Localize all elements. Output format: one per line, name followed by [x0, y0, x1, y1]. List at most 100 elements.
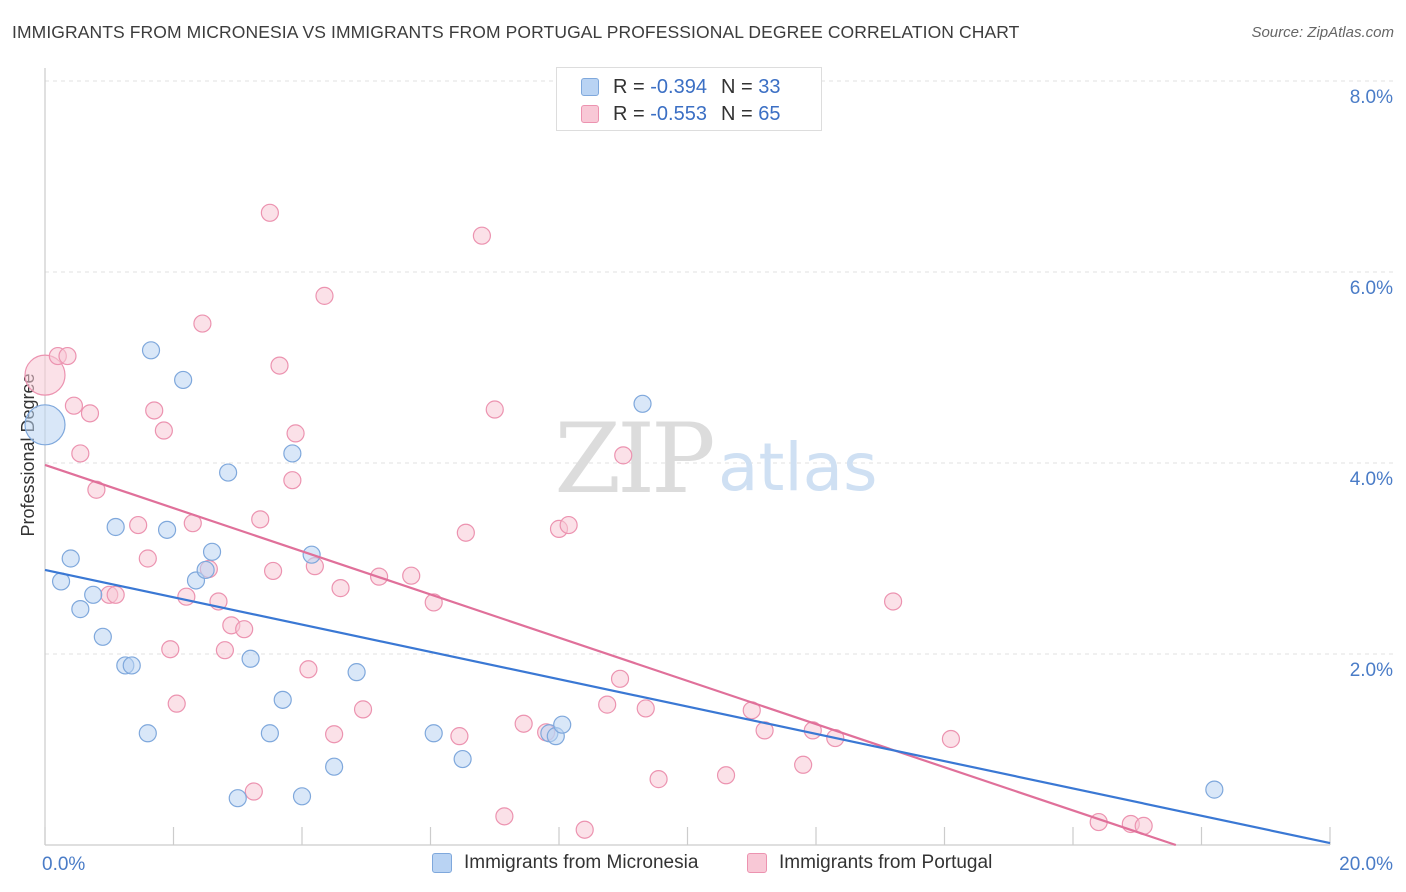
legend-label-portugal: Immigrants from Portugal: [779, 852, 993, 873]
trend-lines: [44, 463, 1331, 847]
legend-swatch-portugal: [581, 105, 599, 123]
legend-n-value: 65: [758, 102, 781, 125]
legend-r-value: -0.553: [650, 102, 707, 125]
watermark-atlas: atlas: [718, 429, 878, 506]
point-portugal: [514, 714, 533, 733]
y-tick-label: 6.0%: [1350, 278, 1393, 299]
legend-row-micronesia: R = -0.394 N = 33: [581, 75, 780, 99]
legend-n-value: 33: [758, 75, 781, 98]
point-portugal: [450, 727, 469, 746]
legend-r-label: R =: [613, 75, 645, 98]
point-portugal: [154, 421, 173, 440]
watermark: ZIP atlas: [554, 403, 877, 515]
point-portugal: [129, 515, 148, 535]
point-portugal: [353, 700, 373, 719]
point-portugal: [177, 587, 196, 606]
x-tick-labels: 0.0% 20.0%: [42, 854, 1393, 875]
point-portugal: [315, 286, 334, 305]
point-portugal: [161, 640, 180, 659]
y-tick-label: 2.0%: [1350, 660, 1393, 681]
point-micronesia: [157, 520, 177, 539]
point-micronesia: [553, 715, 572, 734]
point-micronesia: [453, 749, 472, 769]
point-portugal: [424, 593, 443, 612]
point-portugal: [215, 641, 234, 660]
point-portugal: [235, 620, 254, 639]
point-portugal: [270, 356, 289, 375]
point-micronesia: [106, 517, 125, 537]
grid-lines: [45, 80, 1395, 655]
point-micronesia: [24, 404, 66, 446]
legend-label-micronesia: Immigrants from Micronesia: [464, 852, 699, 873]
point-micronesia: [260, 724, 279, 743]
point-portugal: [794, 755, 813, 774]
point-micronesia: [241, 649, 260, 668]
y-axis-title: Professional Degree: [18, 373, 38, 536]
point-portugal: [251, 510, 270, 529]
point-portugal: [64, 396, 84, 415]
legend-item-micronesia[interactable]: Immigrants from Micronesia: [432, 852, 698, 874]
point-portugal: [24, 354, 66, 396]
point-portugal: [80, 404, 100, 423]
point-portugal: [402, 566, 421, 585]
point-portugal: [71, 444, 90, 463]
point-portugal: [244, 782, 263, 801]
trend-line-portugal: [44, 463, 1177, 847]
legend-swatch-micronesia: [432, 853, 452, 873]
point-portugal: [106, 585, 125, 604]
point-portugal: [456, 523, 475, 542]
point-portugal: [485, 400, 504, 419]
point-micronesia: [138, 724, 157, 743]
point-micronesia: [325, 757, 344, 776]
legend-swatch-portugal: [747, 853, 767, 873]
legend-n-label: N =: [720, 75, 753, 98]
point-portugal: [263, 561, 283, 581]
x-tick-label: 20.0%: [1339, 854, 1393, 875]
point-portugal: [283, 471, 302, 490]
point-portugal: [614, 446, 633, 465]
point-portugal: [325, 725, 344, 744]
point-micronesia: [633, 394, 652, 413]
point-portugal: [575, 820, 594, 839]
point-micronesia: [283, 444, 302, 463]
y-tick-labels: 2.0% 4.0% 6.0% 8.0%: [1350, 87, 1393, 681]
point-micronesia: [61, 549, 80, 568]
point-micronesia: [347, 663, 366, 682]
source-label: Source: ZipAtlas.com: [1251, 24, 1394, 41]
point-portugal: [883, 592, 903, 611]
point-micronesia: [93, 627, 112, 646]
point-portugal: [598, 695, 617, 714]
correlation-legend: R = -0.394 N = 33 R = -0.553 N = 65: [556, 67, 822, 131]
point-portugal: [472, 226, 491, 245]
point-portugal: [331, 579, 350, 598]
point-portugal: [649, 770, 668, 789]
point-micronesia: [1205, 780, 1224, 799]
point-portugal: [299, 660, 318, 679]
point-micronesia: [196, 560, 215, 580]
point-micronesia: [174, 370, 193, 390]
point-micronesia: [228, 789, 247, 808]
series-portugal: [24, 203, 1153, 839]
point-micronesia: [273, 690, 292, 709]
legend-item-portugal[interactable]: Immigrants from Portugal: [747, 852, 992, 874]
y-tick-label: 4.0%: [1350, 469, 1393, 490]
point-portugal: [193, 314, 212, 333]
point-portugal: [636, 699, 655, 718]
point-micronesia: [219, 463, 238, 482]
legend-row-portugal: R = -0.553 N = 65: [581, 102, 780, 126]
point-portugal: [716, 766, 736, 785]
point-portugal: [941, 729, 961, 749]
point-portugal: [559, 515, 578, 535]
point-micronesia: [141, 341, 161, 360]
point-portugal: [286, 424, 305, 443]
point-portugal: [145, 401, 164, 420]
point-micronesia: [292, 787, 312, 806]
x-tick-label: 0.0%: [42, 854, 85, 875]
point-micronesia: [71, 600, 90, 619]
point-micronesia: [84, 585, 103, 604]
series-micronesia: [24, 341, 1224, 808]
point-portugal: [58, 346, 77, 366]
chart-title: IMMIGRANTS FROM MICRONESIA VS IMMIGRANTS…: [12, 22, 1020, 42]
point-micronesia: [424, 724, 443, 743]
